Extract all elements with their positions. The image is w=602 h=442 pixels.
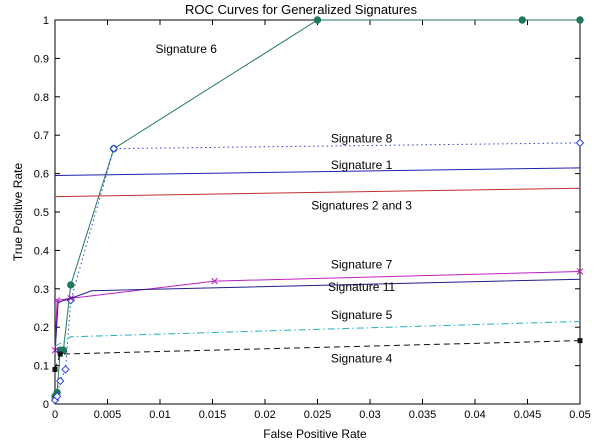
y-tick-label: 0 (43, 399, 49, 411)
data-point (52, 366, 58, 372)
y-axis-label: True Positive Rate (11, 163, 25, 262)
data-point (109, 144, 119, 153)
series-signature-11 (54, 278, 581, 355)
x-tick-label: 0.05 (569, 409, 590, 421)
data-point (56, 376, 65, 386)
x-tick-label: 0.005 (94, 409, 122, 421)
data-point (518, 16, 526, 24)
x-tick-label: 0.035 (409, 409, 437, 421)
x-tick-label: 0.02 (254, 409, 275, 421)
series-line (54, 187, 581, 198)
y-tick-label: 0.4 (34, 245, 49, 257)
data-point (52, 392, 62, 401)
series-line (54, 271, 581, 351)
x-tick-label: 0.025 (304, 409, 332, 421)
annotation-label: Signature 7 (331, 258, 393, 272)
annotation-label: Signature 1 (331, 158, 393, 172)
y-tick-label: 0.7 (34, 130, 49, 142)
annotation-label: Signature 6 (156, 42, 218, 56)
y-tick-label: 0.2 (34, 322, 49, 334)
x-axis-label: False Positive Rate (263, 427, 367, 441)
annotation-label: Signature 8 (331, 131, 393, 145)
data-point (61, 365, 70, 374)
series-signatures-2-and-3 (54, 187, 581, 198)
y-tick-label: 0.3 (34, 284, 49, 296)
data-point (576, 268, 584, 275)
y-tick-label: 0.6 (34, 169, 49, 181)
axis-ticks: 0 0.005 0.01 0.015 0.02 0.025 0.03 0.035 0.04 0.0… (34, 15, 591, 421)
series-signature-8 (50, 138, 585, 405)
series-line (54, 142, 581, 401)
data-point (313, 16, 322, 24)
data-point (575, 138, 585, 148)
annotation-label: Signature 11 (328, 280, 395, 294)
series-line (54, 340, 581, 370)
x-tick-label: 0.04 (464, 409, 485, 421)
series-line (54, 320, 581, 347)
y-tick-label: 0.9 (34, 53, 49, 65)
x-tick-label: 0.015 (199, 409, 227, 421)
y-tick-label: 0.1 (34, 361, 49, 373)
data-point (576, 16, 584, 24)
annotation-label: Signature 4 (331, 352, 393, 366)
annotation-label: Signature 5 (331, 308, 393, 322)
chart-title: ROC Curves for Generalized Signatures (185, 2, 417, 17)
x-tick-label: 0 (52, 409, 58, 421)
series-signature-1 (54, 167, 581, 177)
x-tick-label: 0.045 (514, 409, 542, 421)
data-point (57, 351, 63, 357)
x-tick-label: 0.01 (149, 409, 170, 421)
y-tick-label: 0.5 (34, 207, 49, 219)
y-tick-label: 0.8 (34, 92, 49, 104)
x-tick-label: 0.03 (359, 409, 380, 421)
annotation-layer: Signature 6 Signature 8 Signature 1 Signatu… (156, 42, 413, 366)
annotation-label: Signatures 2 and 3 (311, 198, 412, 212)
series-signature-5 (54, 320, 581, 347)
series-line (54, 278, 581, 355)
series-signature-4 (52, 338, 583, 372)
data-point (211, 277, 218, 285)
y-tick-label: 1 (43, 15, 49, 27)
series-line (54, 167, 581, 177)
data-point (577, 338, 583, 344)
series-layer (50, 16, 585, 405)
data-point (67, 281, 75, 289)
